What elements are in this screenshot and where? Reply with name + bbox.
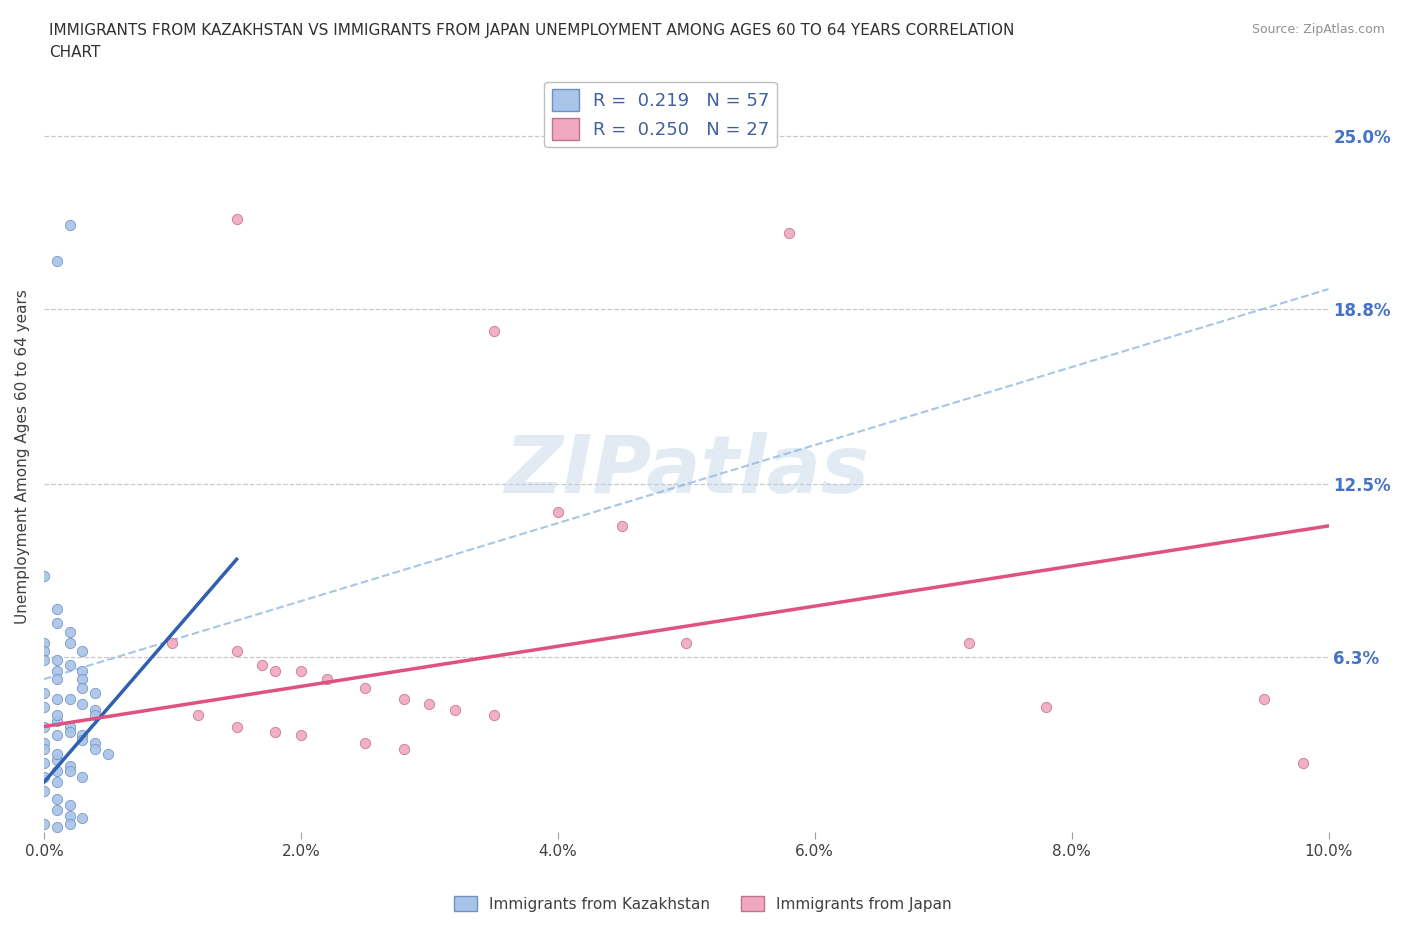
Point bbox=[32, 699, 55, 714]
Point bbox=[58, 758, 80, 773]
Point bbox=[392, 741, 415, 756]
Point bbox=[225, 644, 247, 658]
Point bbox=[72, 671, 94, 686]
Legend: R =  0.219   N = 57, R =  0.250   N = 27: R = 0.219 N = 57, R = 0.250 N = 27 bbox=[544, 82, 776, 147]
Point bbox=[84, 685, 107, 700]
Point bbox=[58, 218, 80, 232]
Point bbox=[315, 671, 337, 686]
Point bbox=[58, 797, 80, 812]
Point bbox=[547, 505, 569, 520]
Point bbox=[187, 708, 209, 723]
Point bbox=[32, 719, 55, 734]
Text: CHART: CHART bbox=[49, 45, 101, 60]
Point bbox=[45, 727, 67, 742]
Point bbox=[58, 764, 80, 778]
Point bbox=[482, 708, 505, 723]
Point bbox=[84, 741, 107, 756]
Point bbox=[45, 803, 67, 817]
Point bbox=[45, 764, 67, 778]
Point bbox=[72, 663, 94, 678]
Point bbox=[97, 747, 120, 762]
Point bbox=[1253, 691, 1275, 706]
Point bbox=[418, 697, 440, 711]
Text: IMMIGRANTS FROM KAZAKHSTAN VS IMMIGRANTS FROM JAPAN UNEMPLOYMENT AMONG AGES 60 T: IMMIGRANTS FROM KAZAKHSTAN VS IMMIGRANTS… bbox=[49, 23, 1015, 38]
Point bbox=[45, 775, 67, 790]
Point bbox=[32, 635, 55, 650]
Point bbox=[610, 518, 633, 533]
Point bbox=[675, 635, 697, 650]
Point bbox=[1035, 699, 1057, 714]
Point bbox=[58, 724, 80, 739]
Point bbox=[264, 724, 287, 739]
Point bbox=[392, 691, 415, 706]
Point bbox=[32, 736, 55, 751]
Point bbox=[58, 658, 80, 672]
Point bbox=[264, 663, 287, 678]
Point bbox=[1292, 755, 1315, 770]
Point bbox=[45, 671, 67, 686]
Point bbox=[32, 755, 55, 770]
Point bbox=[32, 741, 55, 756]
Point bbox=[45, 791, 67, 806]
Point bbox=[32, 568, 55, 583]
Y-axis label: Unemployment Among Ages 60 to 64 years: Unemployment Among Ages 60 to 64 years bbox=[15, 289, 30, 624]
Legend: Immigrants from Kazakhstan, Immigrants from Japan: Immigrants from Kazakhstan, Immigrants f… bbox=[449, 889, 957, 918]
Point bbox=[290, 727, 312, 742]
Point bbox=[444, 702, 467, 717]
Point bbox=[45, 691, 67, 706]
Point bbox=[290, 663, 312, 678]
Point bbox=[72, 733, 94, 748]
Point bbox=[58, 808, 80, 823]
Point bbox=[72, 697, 94, 711]
Point bbox=[58, 691, 80, 706]
Text: ZIPatlas: ZIPatlas bbox=[503, 432, 869, 511]
Point bbox=[45, 616, 67, 631]
Point bbox=[45, 663, 67, 678]
Point bbox=[45, 602, 67, 617]
Point bbox=[957, 635, 980, 650]
Point bbox=[58, 719, 80, 734]
Point bbox=[225, 212, 247, 227]
Point bbox=[252, 658, 274, 672]
Point bbox=[72, 680, 94, 695]
Point bbox=[84, 736, 107, 751]
Point bbox=[32, 685, 55, 700]
Point bbox=[45, 652, 67, 667]
Point bbox=[162, 635, 184, 650]
Point bbox=[58, 624, 80, 639]
Point bbox=[32, 769, 55, 784]
Point bbox=[84, 708, 107, 723]
Point bbox=[72, 769, 94, 784]
Point bbox=[354, 736, 377, 751]
Point bbox=[45, 747, 67, 762]
Point bbox=[72, 811, 94, 826]
Point bbox=[45, 819, 67, 834]
Point bbox=[225, 719, 247, 734]
Point bbox=[354, 680, 377, 695]
Point bbox=[72, 727, 94, 742]
Point bbox=[32, 644, 55, 658]
Point bbox=[45, 254, 67, 269]
Point bbox=[45, 752, 67, 767]
Text: Source: ZipAtlas.com: Source: ZipAtlas.com bbox=[1251, 23, 1385, 36]
Point bbox=[32, 652, 55, 667]
Point bbox=[45, 708, 67, 723]
Point bbox=[58, 817, 80, 831]
Point bbox=[72, 644, 94, 658]
Point bbox=[58, 635, 80, 650]
Point bbox=[778, 226, 800, 241]
Point bbox=[32, 817, 55, 831]
Point bbox=[45, 713, 67, 728]
Point bbox=[84, 702, 107, 717]
Point bbox=[32, 783, 55, 798]
Point bbox=[482, 324, 505, 339]
